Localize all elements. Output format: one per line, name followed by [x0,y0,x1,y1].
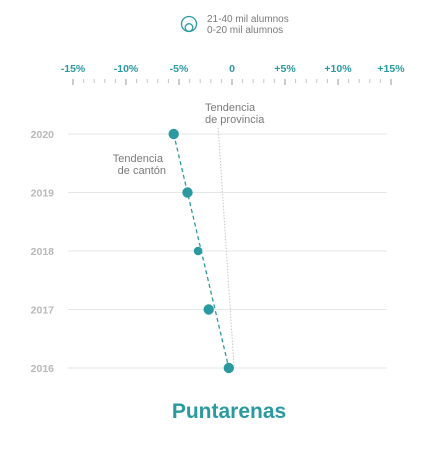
x-tick-label: 0 [229,63,235,75]
province-trend-annotation-line-2: de provincia [205,114,265,126]
canton-trend-annotation: Tendencia de cantón [113,153,166,177]
data-point-2017 [203,304,214,315]
x-tick-label: +5% [274,63,296,75]
x-tick-label: -15% [61,63,86,75]
canton-trend-annotation-line-1: Tendencia [113,153,164,165]
x-axis: -15% -10% -5% 0 +5% +10% +15% [61,63,405,85]
gridlines [68,133,387,369]
province-trend-annotation: Tendencia de provincia [205,102,265,126]
year-label: 2019 [31,188,55,200]
legend-label-large: 21-40 mil alumnos [207,14,289,25]
chart-title: Puntarenas [172,400,286,423]
data-point-2020 [168,128,179,140]
x-tick-label: +10% [324,63,352,75]
data-point-2018 [193,246,203,256]
legend: 21-40 mil alumnos 0-20 mil alumnos [180,14,289,36]
legend-small-circle-icon [184,23,194,32]
year-label: 2018 [31,246,55,258]
province-trend-line [217,127,235,369]
canton-trend-annotation-line-2: de cantón [118,165,166,177]
x-tick-label: -10% [114,63,139,75]
data-point-2016 [223,362,235,374]
data-points [168,128,235,374]
year-label: 2017 [31,305,55,317]
y-axis-labels: 2020 2019 2018 2017 2016 [31,129,55,375]
annotations: Tendencia de provincia Tendencia de cant… [113,102,265,177]
province-trend-annotation-line-1: Tendencia [205,102,256,114]
year-label: 2020 [31,129,55,141]
x-tick-label: -5% [170,63,189,75]
trend-lines [173,127,235,369]
x-tick-label: +15% [377,63,405,75]
data-point-2019 [182,187,193,198]
year-label: 2016 [31,363,55,375]
legend-label-small: 0-20 mil alumnos [207,25,283,36]
